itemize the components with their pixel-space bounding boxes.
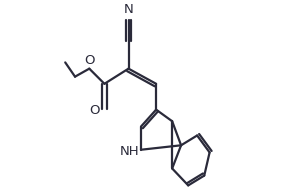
Text: O: O <box>89 104 100 117</box>
Text: N: N <box>124 4 134 16</box>
Text: O: O <box>84 54 94 67</box>
Text: NH: NH <box>119 145 139 158</box>
